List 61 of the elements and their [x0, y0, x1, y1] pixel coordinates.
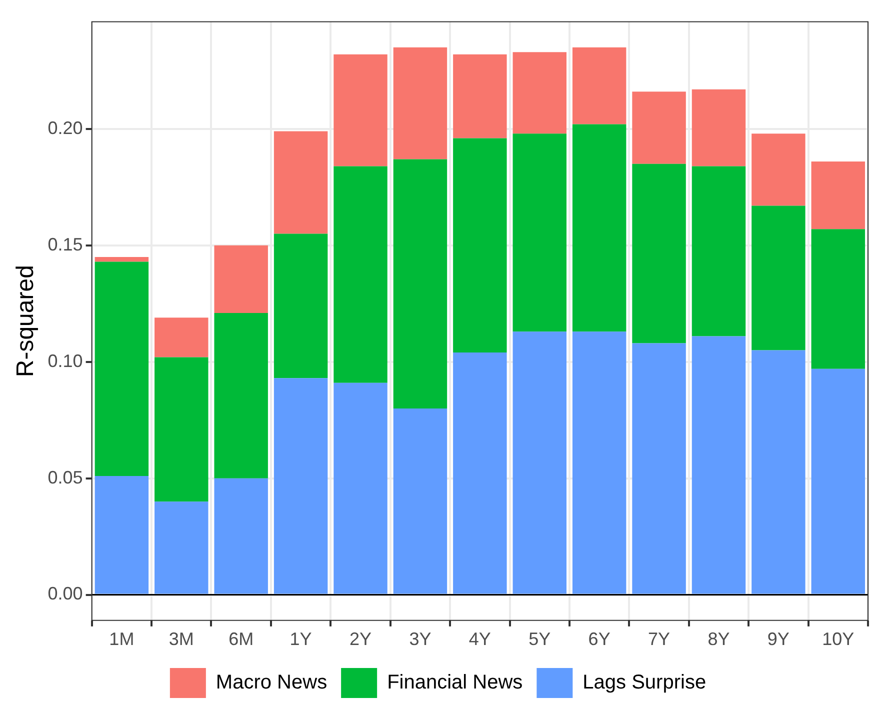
- bar: [94, 257, 149, 262]
- bar: [752, 350, 806, 594]
- legend-label: Lags Surprise: [582, 672, 706, 694]
- x-tick-label: 1M: [109, 629, 134, 650]
- y-tick-label: 0.10: [48, 350, 83, 371]
- bar: [572, 47, 626, 124]
- bar: [632, 164, 686, 344]
- x-tick-label: 1Y: [290, 629, 312, 650]
- bar: [512, 52, 566, 134]
- bar: [334, 166, 388, 383]
- bar: [453, 54, 507, 138]
- bar: [334, 54, 388, 166]
- y-tick-label: 0.05: [48, 467, 83, 488]
- bar: [274, 131, 328, 234]
- bar: [393, 159, 448, 408]
- bar: [154, 357, 208, 502]
- y-tick-label: 0.20: [48, 118, 83, 138]
- bar: [811, 162, 866, 230]
- bar: [94, 476, 149, 594]
- y-tick-label: 0.15: [48, 234, 83, 254]
- x-tick-label: 6Y: [588, 629, 610, 650]
- x-tick-label: 10Y: [822, 629, 854, 650]
- x-tick-label: 3Y: [409, 629, 432, 650]
- bar: [752, 206, 806, 350]
- bar: [154, 318, 208, 358]
- bar: [811, 368, 866, 594]
- x-tick-label: 2Y: [349, 629, 372, 650]
- y-axis-title: R-squared: [12, 265, 40, 378]
- y-tick-label: 0.00: [48, 584, 83, 604]
- x-tick-label: 8Y: [708, 629, 730, 650]
- x-tick-label: 6M: [228, 629, 254, 650]
- bar: [692, 166, 746, 336]
- x-tick-label: 5Y: [528, 629, 551, 650]
- bar: [393, 47, 448, 160]
- legend-label: Macro News: [216, 672, 328, 694]
- bar: [214, 245, 268, 313]
- bar: [692, 89, 746, 166]
- bar: [572, 124, 626, 332]
- bar: [453, 138, 507, 353]
- legend-label: Financial News: [387, 672, 523, 694]
- bar: [334, 382, 388, 594]
- x-tick-label: 9Y: [767, 629, 790, 650]
- bar: [632, 343, 686, 594]
- bar: [274, 378, 328, 594]
- bar: [512, 332, 566, 594]
- bar: [214, 312, 268, 478]
- bar: [632, 92, 686, 164]
- bar: [214, 478, 268, 594]
- bar: [274, 234, 328, 378]
- bar: [393, 408, 448, 594]
- bar: [572, 332, 626, 594]
- bar: [752, 134, 806, 206]
- x-tick-label: 7Y: [648, 629, 670, 650]
- bar: [811, 229, 866, 369]
- bar: [94, 262, 149, 476]
- bar: [154, 502, 208, 594]
- bar: [692, 336, 746, 594]
- x-tick-label: 3M: [168, 629, 194, 650]
- x-tick-label: 4Y: [468, 629, 491, 650]
- bar: [453, 352, 507, 594]
- bar: [512, 134, 566, 332]
